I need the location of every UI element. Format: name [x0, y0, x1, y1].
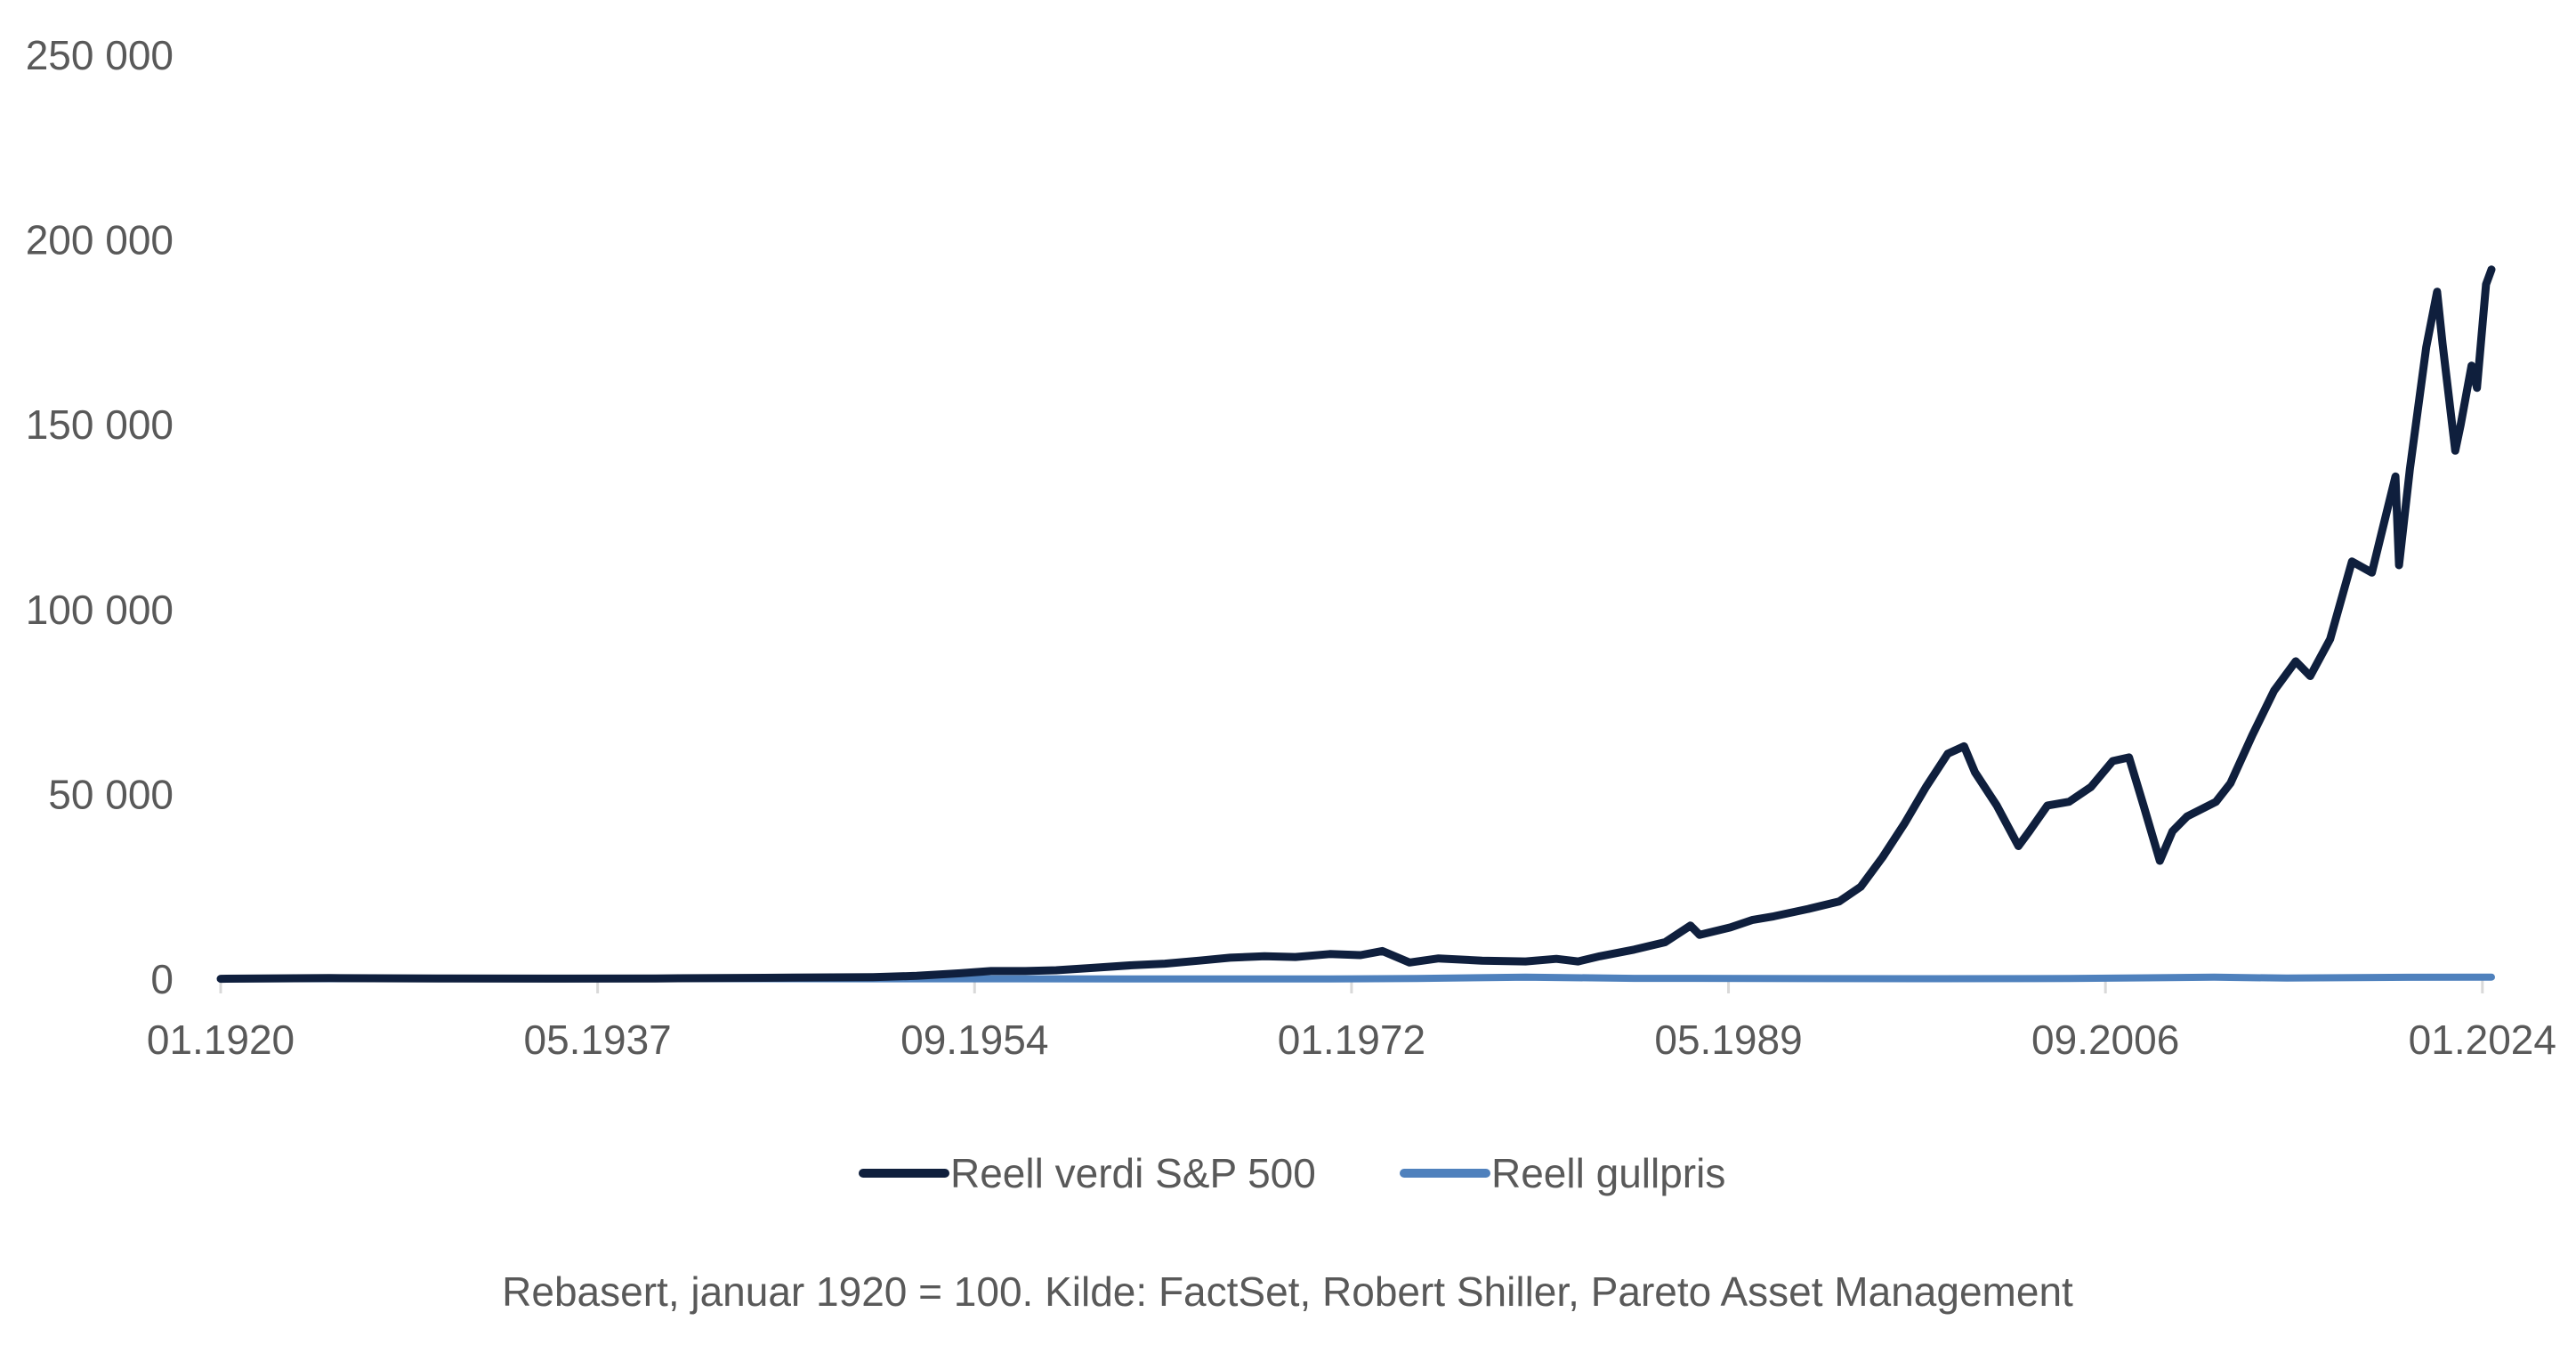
y-tick-label: 250 000 [26, 32, 174, 78]
x-tick-label: 09.1954 [900, 1017, 1048, 1063]
series-line-sp500 [216, 265, 2496, 984]
legend-item-sp500: Reell verdi S&P 500 [859, 1150, 1316, 1196]
y-tick-label: 150 000 [26, 401, 174, 448]
x-tick-label: 09.2006 [2031, 1017, 2179, 1063]
x-tick-label: 01.1972 [1278, 1017, 1425, 1063]
source-caption: Rebasert, januar 1920 = 100. Kilde: Fact… [502, 1268, 2073, 1315]
x-tick-label: 05.1937 [523, 1017, 671, 1063]
series-lines [216, 265, 2496, 984]
legend: Reell verdi S&P 500 Reell gullpris [859, 1150, 1725, 1196]
caption: Rebasert, januar 1920 = 100. Kilde: Fact… [502, 1268, 2073, 1315]
x-tick-label: 01.2024 [2409, 1017, 2556, 1063]
y-tick-label: 50 000 [48, 771, 174, 817]
axes: 0 50 000 100 000 150 000 200 000 250 000 01.19… [26, 32, 2556, 1063]
x-tick-label: 01.1920 [147, 1017, 295, 1063]
legend-label: Reell gullpris [1491, 1150, 1725, 1196]
legend-label: Reell verdi S&P 500 [950, 1150, 1316, 1196]
x-tick-label: 05.1989 [1654, 1017, 1802, 1063]
y-tick-label: 0 [150, 956, 174, 1002]
legend-item-gold: Reell gullpris [1400, 1150, 1725, 1196]
y-tick-label: 200 000 [26, 217, 174, 263]
y-tick-label: 100 000 [26, 587, 174, 633]
